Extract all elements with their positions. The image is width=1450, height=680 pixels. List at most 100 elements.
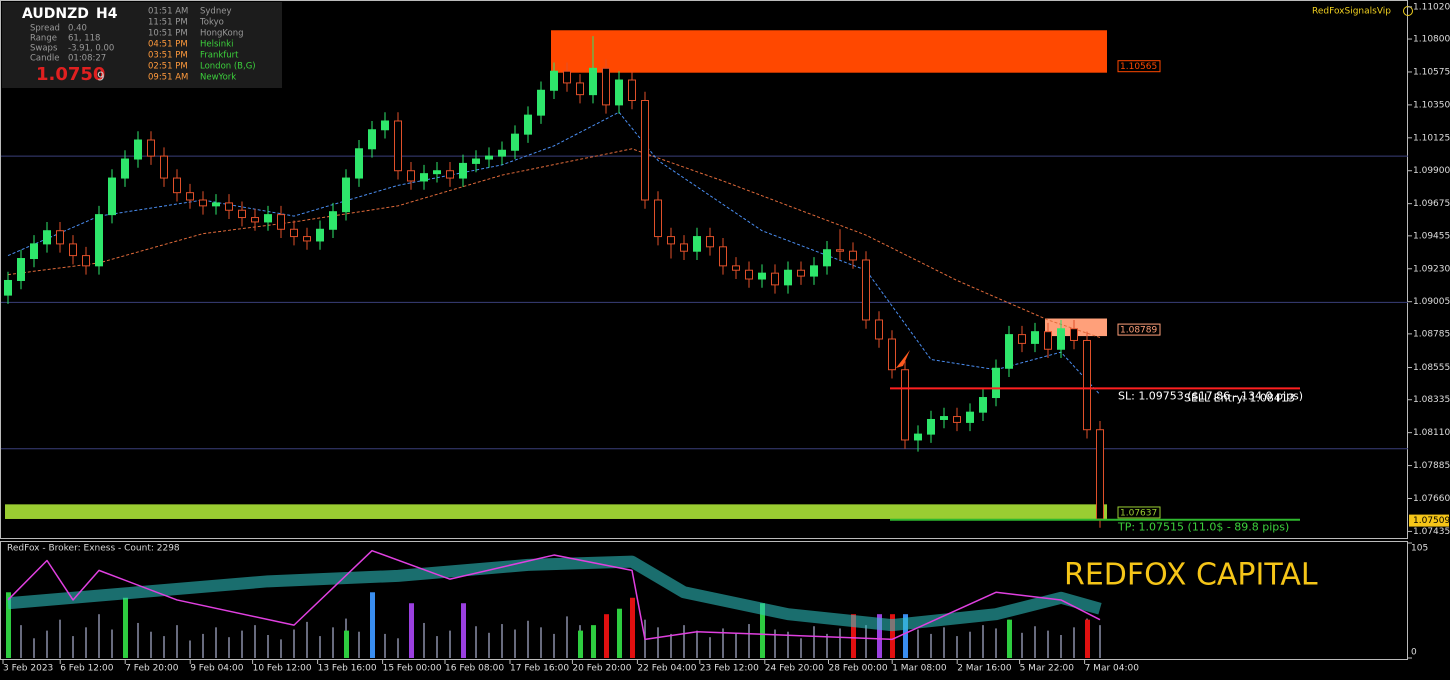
x-tick-label: 5 Mar 22:00	[1020, 664, 1075, 674]
candle-body	[43, 230, 51, 245]
x-tick-label: 24 Feb 20:00	[765, 664, 824, 674]
clock-city: NewYork	[200, 73, 236, 83]
signal-bar	[851, 614, 856, 658]
current-price-label: 1.07509	[1413, 516, 1450, 526]
signal-bar	[461, 603, 466, 658]
clock-city: Frankfurt	[200, 51, 239, 61]
zone-label: 1.08789	[1120, 326, 1157, 336]
x-tick-label: 2 Mar 16:00	[957, 664, 1012, 674]
clock-time: 01:51 AM	[148, 7, 188, 17]
candle-body	[1018, 334, 1026, 344]
candle-body	[1057, 328, 1065, 350]
clock-time: 04:51 PM	[148, 40, 188, 50]
signal-bar	[370, 592, 375, 658]
info-value: -3.91, 0.00	[68, 44, 114, 54]
candle-body	[667, 236, 675, 245]
watermark: RedFoxSignalsVip	[1312, 7, 1391, 17]
zone	[551, 30, 1107, 73]
info-panel	[2, 2, 282, 88]
candle-body	[290, 228, 298, 238]
zone	[5, 504, 1107, 519]
candle-body	[888, 338, 896, 371]
signal-bar	[344, 630, 349, 658]
candle-body	[355, 148, 363, 179]
candle-body	[875, 319, 883, 340]
candle-body	[862, 259, 870, 321]
y-tick-label: 1.10800	[1413, 35, 1450, 45]
candle-body	[1044, 331, 1052, 350]
candle-body	[823, 249, 831, 267]
x-tick-label: 28 Feb 00:00	[829, 664, 888, 674]
candle-body	[459, 162, 467, 179]
ribbon-slow	[7, 555, 1102, 632]
candle-body	[524, 114, 532, 135]
signal-bar	[877, 614, 882, 658]
x-tick-label: 6 Feb 12:00	[60, 664, 114, 674]
candle-body	[251, 217, 259, 223]
candle-body	[134, 139, 142, 160]
clock-city: Helsinki	[200, 40, 233, 50]
current-price-box	[1409, 514, 1449, 527]
signal-arrow	[896, 350, 910, 368]
candle-body	[147, 139, 155, 157]
timeframe: H4	[96, 6, 118, 22]
y-tick-label: 1.11020	[1413, 2, 1450, 12]
candle-body	[173, 177, 181, 194]
info-price: 1.0750	[36, 64, 105, 85]
candle-body	[4, 279, 12, 296]
candle-body	[563, 70, 571, 84]
symbol: AUDNZD	[22, 6, 89, 22]
x-tick-label: 7 Feb 20:00	[125, 664, 179, 674]
signal-bar	[123, 597, 128, 658]
candle-body	[329, 211, 337, 230]
candle-body	[82, 255, 90, 267]
candle-body	[303, 236, 311, 242]
y-tick-label: 1.09005	[1413, 297, 1450, 307]
x-tick-label: 13 Feb 16:00	[318, 664, 377, 674]
candle-body	[693, 236, 701, 252]
info-value: 01:08:27	[68, 54, 106, 64]
candle-body	[108, 177, 116, 216]
candle-body	[719, 246, 727, 267]
candle-body	[368, 129, 376, 150]
info-key: Swaps	[30, 44, 58, 54]
candle-body	[615, 79, 623, 106]
info-price-last: 9	[97, 70, 105, 84]
signal-bar	[1007, 619, 1012, 658]
candle-body	[472, 158, 480, 164]
ribbon-fast	[7, 549, 1101, 641]
clock-time: 02:51 PM	[148, 62, 188, 72]
indicator-tick-label: 0	[1411, 648, 1417, 658]
brand: REDFOX CAPITAL	[1064, 558, 1318, 593]
indicator-frame	[0, 541, 1408, 660]
candle-body	[511, 133, 519, 151]
candle-body	[160, 155, 168, 179]
signal-bar	[1085, 619, 1090, 658]
candle-body	[1031, 331, 1039, 344]
candle-body	[238, 209, 246, 219]
x-tick-label: 7 Mar 04:00	[1085, 664, 1140, 674]
signal-bar	[630, 597, 635, 658]
candle-body	[264, 214, 272, 223]
candle-body	[1070, 328, 1078, 341]
zone-label: 1.10565	[1120, 62, 1157, 72]
x-tick-label: 9 Feb 04:00	[190, 664, 244, 674]
signal-bar	[578, 630, 583, 658]
signal-bar	[409, 603, 414, 658]
info-key: Candle	[30, 54, 60, 64]
candle-body	[394, 120, 402, 172]
y-tick-label: 1.09900	[1413, 166, 1450, 176]
candle-body	[537, 89, 545, 116]
info-key: Range	[30, 34, 57, 44]
zone-label-box	[1117, 60, 1161, 73]
info-key: Spread	[30, 24, 60, 34]
y-tick-label: 1.08785	[1413, 329, 1450, 339]
candle-body	[199, 199, 207, 207]
candle-body	[1083, 339, 1091, 431]
candle-body	[836, 249, 844, 252]
candle-body	[940, 416, 948, 420]
candle-body	[745, 269, 753, 280]
signal-bar	[604, 614, 609, 658]
candle-body	[1005, 334, 1013, 369]
